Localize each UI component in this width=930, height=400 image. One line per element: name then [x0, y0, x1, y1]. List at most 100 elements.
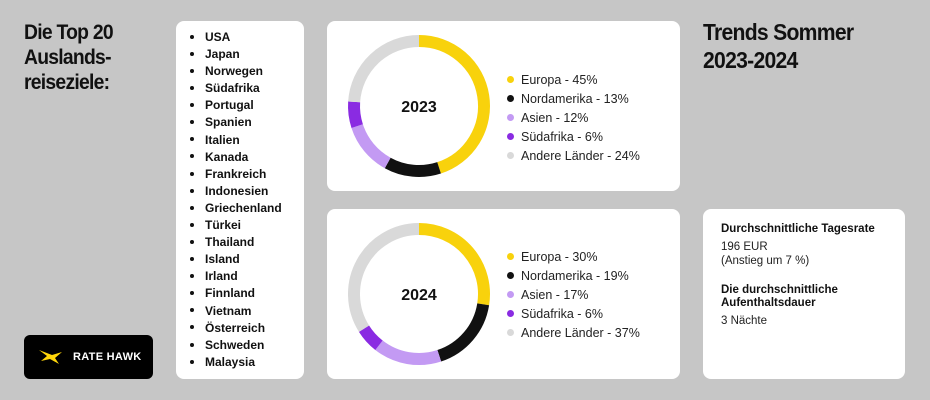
donut-slice-europa: [418, 35, 490, 174]
destination-item: Finnland: [190, 285, 304, 302]
bullet-icon: [190, 239, 194, 244]
destination-name: Kanada: [205, 149, 249, 164]
destination-name: USA: [205, 30, 231, 44]
destination-item: Irland: [190, 268, 304, 285]
donut-chart-2023: 2023: [348, 35, 490, 177]
destination-item: Spanien: [190, 114, 304, 131]
chart-center-label: 2023: [401, 99, 437, 116]
legend-label: Andere Länder - 37%: [521, 325, 640, 340]
legend-item: Europa - 30%: [507, 247, 640, 266]
destination-name: Island: [205, 252, 240, 267]
destination-item: Japan: [190, 46, 304, 63]
destination-list: USA Japan Norwegen Südafrika Portugal Spanien…: [190, 29, 304, 371]
destination-item: Österreich: [190, 320, 304, 337]
legend-item: Asien - 12%: [507, 108, 640, 127]
legend-label: Europa - 45%: [521, 72, 598, 87]
legend-label: Europa - 30%: [521, 249, 598, 264]
legend-item: Nordamerika - 13%: [507, 89, 640, 108]
bullet-icon: [190, 154, 194, 159]
destination-name: Norwegen: [205, 64, 264, 79]
legend-label: Südafrika - 6%: [521, 129, 603, 144]
bullet-icon: [190, 171, 194, 176]
destination-name: Vietnam: [205, 303, 252, 318]
legend-label: Andere Länder - 24%: [521, 148, 640, 163]
destination-item: Kanada: [190, 149, 304, 166]
destination-name: Malaysia: [205, 354, 256, 369]
left-title-line: Auslands-: [24, 46, 112, 69]
stay-label: Die durchschnittliche Aufenthaltsdauer: [721, 284, 838, 309]
destination-name: Finnland: [205, 286, 255, 301]
bullet-icon: [190, 69, 194, 74]
destination-name: Griechenland: [205, 200, 282, 215]
destination-item: Türkei: [190, 217, 304, 234]
bullet-icon: [190, 257, 194, 262]
legend-swatch: [507, 152, 514, 159]
destination-item: Schweden: [190, 337, 304, 354]
donut-slice-asien: [375, 340, 442, 365]
destination-name: Japan: [205, 47, 240, 62]
legend-label: Asien - 12%: [521, 110, 589, 125]
rate-hawk-logo: RATE HAWK: [24, 335, 153, 379]
destination-item: Vietnam: [190, 303, 304, 320]
donut-slice-andere-länder: [348, 35, 420, 103]
bullet-icon: [190, 120, 194, 125]
destination-name: Italien: [205, 132, 240, 147]
legend-swatch: [507, 329, 514, 336]
legend-swatch: [507, 291, 514, 298]
stats-card: Durchschnittliche Tagesrate 196 EUR (Ans…: [703, 209, 905, 379]
legend-item: Nordamerika - 19%: [507, 266, 640, 285]
destination-item: Norwegen: [190, 63, 304, 80]
legend-swatch: [507, 272, 514, 279]
legend-label: Nordamerika - 13%: [521, 91, 629, 106]
left-title-line: Die Top 20: [24, 21, 114, 44]
legend-label: Südafrika - 6%: [521, 306, 603, 321]
stay-value: 3 Nächte: [721, 315, 768, 327]
right-title-line: 2023-2024: [703, 47, 798, 73]
destination-item: Griechenland: [190, 200, 304, 217]
destination-name: Portugal: [205, 98, 254, 113]
destination-name: Indonesien: [205, 183, 269, 198]
logo-text: RATE HAWK: [73, 351, 142, 363]
legend-swatch: [507, 95, 514, 102]
bullet-icon: [190, 291, 194, 296]
destination-item: Portugal: [190, 97, 304, 114]
destination-name: Österreich: [205, 320, 266, 335]
destination-name: Südafrika: [205, 81, 260, 96]
bullet-icon: [190, 86, 194, 91]
donut-slice-asien: [351, 124, 391, 169]
bullet-icon: [190, 51, 194, 56]
donut-slice-europa: [418, 223, 490, 306]
legend-label: Asien - 17%: [521, 287, 589, 302]
legend-swatch: [507, 133, 514, 140]
destination-name: Türkei: [205, 218, 242, 233]
legend-item: Asien - 17%: [507, 285, 640, 304]
legend-item: Europa - 45%: [507, 70, 640, 89]
destination-item: Südafrika: [190, 80, 304, 97]
bullet-icon: [190, 34, 194, 39]
legend-swatch: [507, 310, 514, 317]
destination-name: Spanien: [205, 115, 252, 130]
donut-slice-südafrika: [358, 325, 383, 350]
legend-label: Nordamerika - 19%: [521, 268, 629, 283]
legend-swatch: [507, 76, 514, 83]
destination-name: Thailand: [205, 235, 255, 250]
destination-list-card: USA Japan Norwegen Südafrika Portugal Spanien…: [176, 21, 304, 379]
destination-item: Thailand: [190, 234, 304, 251]
destination-name: Schweden: [205, 337, 265, 352]
bullet-icon: [190, 308, 194, 313]
legend-2023: Europa - 45% Nordamerika - 13% Asien - 12%…: [507, 70, 640, 165]
destination-item: Italien: [190, 132, 304, 149]
bullet-icon: [190, 222, 194, 227]
right-title-line: Trends Sommer: [703, 19, 854, 45]
bullet-icon: [190, 205, 194, 210]
bullet-icon: [190, 274, 194, 279]
daily-rate-label: Durchschnittliche Tagesrate: [721, 223, 875, 235]
bullet-icon: [190, 188, 194, 193]
bullet-icon: [190, 325, 194, 330]
bullet-icon: [190, 103, 194, 108]
legend-swatch: [507, 253, 514, 260]
donut-slice-nordamerika: [437, 303, 490, 362]
chart-card-2023: 2023 Europa - 45% Nordamerika - 13% Asien …: [327, 21, 680, 191]
right-title: Trends Sommer 2023-2024: [703, 18, 896, 74]
destination-item: USA: [190, 29, 304, 46]
